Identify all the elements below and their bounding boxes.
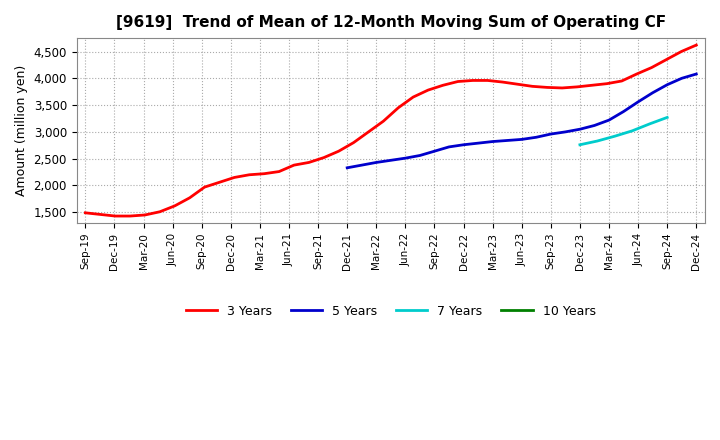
7 Years [611, 134, 619, 139]
3 Years [81, 210, 90, 216]
5 Years [532, 135, 541, 140]
3 Years [334, 149, 343, 154]
3 Years [215, 180, 224, 185]
5 Years [372, 160, 381, 165]
5 Years [415, 153, 424, 158]
Title: [9619]  Trend of Mean of 12-Month Moving Sum of Operating CF: [9619] Trend of Mean of 12-Month Moving … [116, 15, 666, 30]
7 Years [645, 121, 654, 126]
3 Years [483, 78, 492, 83]
5 Years [503, 138, 511, 143]
5 Years [648, 90, 657, 95]
5 Years [518, 137, 526, 142]
3 Years [260, 171, 269, 176]
Y-axis label: Amount (million yen): Amount (million yen) [15, 65, 28, 196]
3 Years [126, 213, 135, 219]
5 Years [561, 129, 570, 135]
3 Years [409, 95, 418, 100]
3 Years [588, 83, 596, 88]
7 Years [575, 142, 584, 147]
3 Years [245, 172, 253, 177]
3 Years [289, 162, 298, 168]
3 Years [320, 155, 328, 160]
3 Years [156, 209, 164, 214]
3 Years [543, 85, 552, 90]
3 Years [498, 79, 507, 84]
3 Years [424, 88, 433, 93]
3 Years [647, 65, 656, 70]
3 Years [632, 71, 641, 77]
5 Years [692, 71, 701, 77]
5 Years [430, 149, 438, 154]
3 Years [230, 175, 239, 180]
3 Years [603, 81, 611, 86]
3 Years [618, 78, 626, 84]
3 Years [572, 84, 581, 89]
7 Years [628, 128, 636, 133]
3 Years [349, 140, 358, 145]
7 Years [593, 138, 602, 143]
3 Years [200, 184, 209, 190]
3 Years [364, 129, 373, 135]
5 Years [634, 99, 642, 105]
5 Years [343, 165, 351, 170]
3 Years [558, 85, 567, 91]
5 Years [445, 144, 454, 150]
7 Years [663, 115, 672, 120]
Line: 5 Years: 5 Years [347, 74, 696, 168]
5 Years [357, 162, 366, 168]
3 Years [394, 105, 402, 110]
3 Years [528, 84, 536, 89]
5 Years [546, 132, 555, 137]
Line: 3 Years: 3 Years [86, 45, 696, 216]
5 Years [663, 82, 672, 88]
3 Years [275, 169, 284, 174]
5 Years [605, 117, 613, 123]
3 Years [454, 79, 462, 84]
5 Years [488, 139, 497, 144]
5 Years [459, 142, 468, 147]
5 Years [619, 109, 628, 114]
3 Years [379, 118, 387, 124]
5 Years [590, 123, 599, 128]
3 Years [305, 160, 313, 165]
3 Years [692, 42, 701, 48]
5 Years [678, 76, 686, 81]
5 Years [575, 127, 584, 132]
Line: 7 Years: 7 Years [580, 117, 667, 145]
3 Years [677, 49, 685, 54]
3 Years [438, 83, 447, 88]
3 Years [171, 203, 179, 209]
3 Years [513, 81, 522, 87]
Legend: 3 Years, 5 Years, 7 Years, 10 Years: 3 Years, 5 Years, 7 Years, 10 Years [181, 300, 600, 323]
3 Years [96, 212, 104, 217]
3 Years [185, 195, 194, 201]
5 Years [474, 140, 482, 146]
3 Years [469, 78, 477, 83]
3 Years [111, 213, 120, 219]
3 Years [662, 57, 671, 62]
5 Years [401, 155, 410, 161]
3 Years [140, 213, 149, 218]
5 Years [387, 158, 395, 163]
